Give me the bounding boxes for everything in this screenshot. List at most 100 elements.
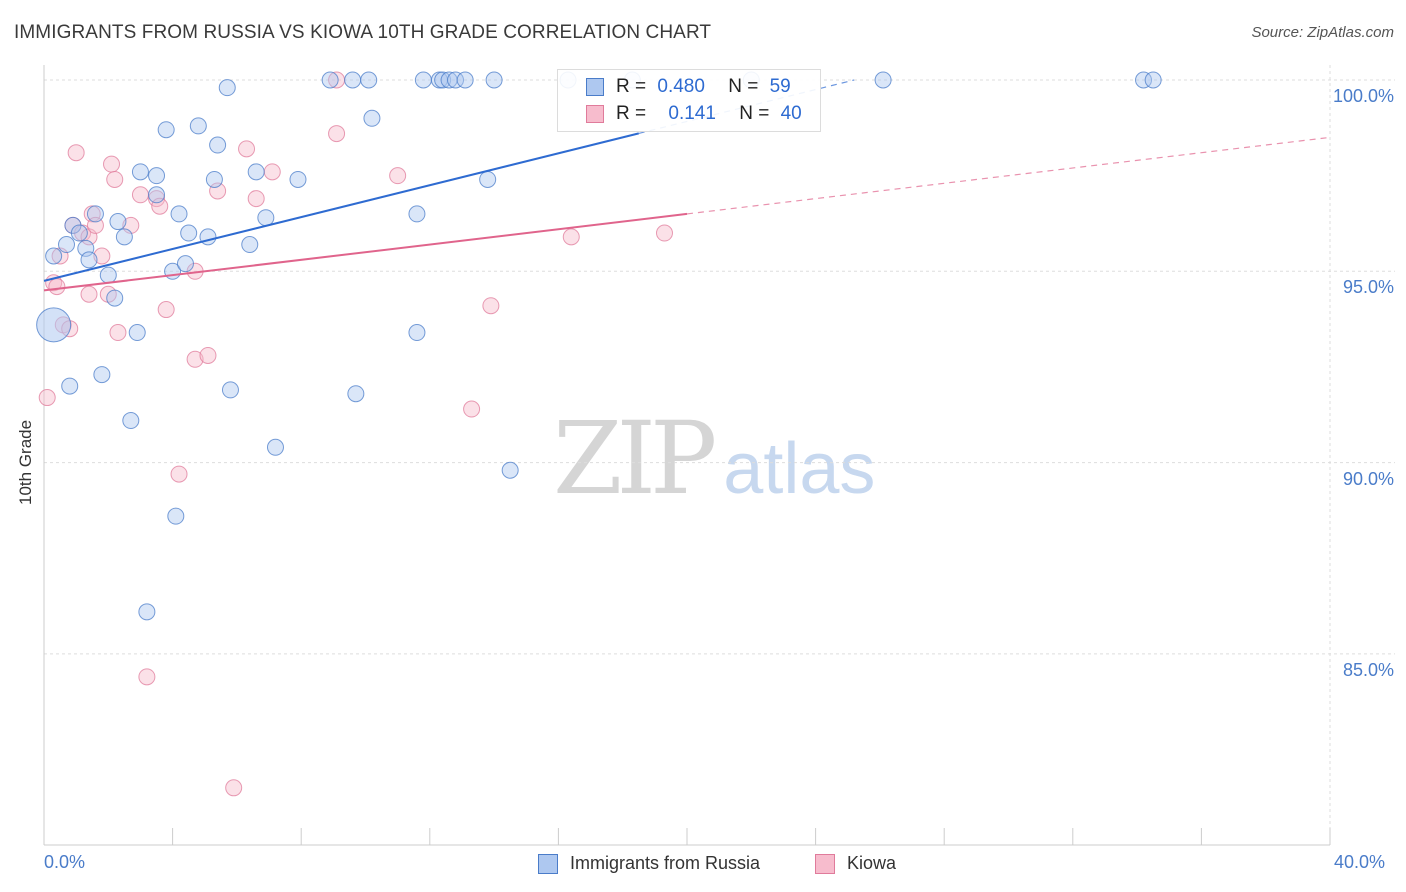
legend-n-value-russia: 59 bbox=[769, 76, 791, 97]
kiowa-point bbox=[93, 247, 111, 265]
russia-point bbox=[501, 461, 519, 479]
russia-point bbox=[408, 324, 426, 342]
x-tick-max: 40.0% bbox=[1334, 852, 1386, 872]
russia-point bbox=[408, 205, 426, 223]
kiowa-point bbox=[186, 350, 204, 368]
y-tick-label: 90.0% bbox=[1342, 468, 1394, 489]
kiowa-trend-extension bbox=[686, 136, 1331, 215]
russia-point bbox=[209, 136, 227, 154]
kiowa-point bbox=[138, 668, 156, 686]
russia-point bbox=[363, 109, 381, 127]
russia-point bbox=[109, 213, 127, 231]
russia-point bbox=[485, 71, 503, 89]
russia-point bbox=[167, 507, 185, 525]
russia-point bbox=[80, 251, 98, 269]
russia-point bbox=[157, 121, 175, 139]
kiowa-point bbox=[225, 779, 243, 797]
legend-r-label: R = bbox=[616, 76, 647, 97]
kiowa-point bbox=[170, 465, 188, 483]
kiowa-point bbox=[482, 297, 500, 315]
russia-point bbox=[106, 289, 124, 307]
kiowa-point bbox=[655, 224, 673, 242]
russia-point bbox=[61, 377, 79, 395]
legend-swatch-russia bbox=[586, 78, 604, 96]
russia-point bbox=[221, 381, 239, 399]
russia-point bbox=[874, 71, 892, 89]
kiowa-point bbox=[109, 324, 127, 342]
kiowa-point bbox=[48, 278, 66, 296]
russia-point bbox=[1144, 71, 1162, 89]
y-tick-label: 95.0% bbox=[1342, 277, 1394, 298]
russia-point bbox=[289, 170, 307, 188]
russia-point bbox=[180, 224, 198, 242]
russia-point bbox=[170, 205, 188, 223]
russia-point bbox=[58, 236, 76, 254]
russia-point bbox=[122, 412, 140, 430]
russia-point bbox=[347, 385, 365, 403]
russia-point bbox=[1135, 71, 1153, 89]
russia-point bbox=[218, 79, 236, 97]
russia-point bbox=[479, 170, 497, 188]
russia-point bbox=[434, 71, 452, 89]
russia-trend-line bbox=[43, 132, 640, 282]
kiowa-point bbox=[389, 167, 407, 185]
russia-point bbox=[45, 247, 63, 265]
russia-point bbox=[266, 438, 284, 456]
kiowa-point bbox=[131, 186, 149, 204]
kiowa-point bbox=[463, 400, 481, 418]
kiowa-point bbox=[247, 190, 265, 208]
russia-point bbox=[36, 307, 72, 343]
kiowa-point bbox=[157, 301, 175, 319]
correlation-legend: R = 0.480 N = 59 R = 0.141 N = 40 bbox=[557, 69, 821, 132]
russia-point bbox=[344, 71, 362, 89]
kiowa-point bbox=[562, 228, 580, 246]
russia-point bbox=[257, 209, 275, 227]
bottom-legend-label-russia: Immigrants from Russia bbox=[570, 853, 761, 873]
russia-point bbox=[138, 603, 156, 621]
russia-point bbox=[321, 71, 339, 89]
kiowa-trend-line bbox=[43, 212, 688, 292]
russia-point bbox=[131, 163, 149, 181]
kiowa-point bbox=[106, 170, 124, 188]
kiowa-point bbox=[38, 389, 56, 407]
russia-point bbox=[247, 163, 265, 181]
russia-point bbox=[241, 236, 259, 254]
kiowa-point bbox=[80, 285, 98, 303]
kiowa-point bbox=[103, 155, 121, 173]
bottom-legend-swatch-kiowa bbox=[815, 854, 835, 874]
kiowa-point bbox=[67, 144, 85, 162]
russia-point bbox=[86, 205, 104, 223]
source-label: Source: ZipAtlas.com bbox=[1251, 24, 1394, 41]
legend-n-label: N = bbox=[728, 76, 759, 97]
legend-n-label: N = bbox=[739, 103, 770, 124]
kiowa-point bbox=[328, 125, 346, 143]
russia-point bbox=[128, 324, 146, 342]
bottom-legend-label-kiowa: Kiowa bbox=[847, 853, 897, 873]
legend-r-value-russia: 0.480 bbox=[657, 76, 705, 97]
russia-point bbox=[189, 117, 207, 135]
kiowa-point bbox=[199, 346, 217, 364]
bottom-legend-swatch-russia bbox=[538, 854, 558, 874]
russia-point bbox=[414, 71, 432, 89]
legend-r-value-kiowa: 0.141 bbox=[668, 103, 716, 124]
russia-point bbox=[456, 71, 474, 89]
x-tick-min: 0.0% bbox=[44, 852, 86, 872]
russia-point bbox=[115, 228, 133, 246]
russia-point bbox=[99, 266, 117, 284]
y-tick-label: 100.0% bbox=[1332, 86, 1394, 106]
legend-swatch-kiowa bbox=[586, 105, 604, 123]
legend-r-label: R = bbox=[616, 103, 647, 124]
russia-point bbox=[70, 224, 88, 242]
russia-point bbox=[360, 71, 378, 89]
russia-point bbox=[205, 170, 223, 188]
legend-n-value-kiowa: 40 bbox=[780, 103, 802, 124]
russia-point bbox=[148, 186, 166, 204]
kiowa-point bbox=[263, 163, 281, 181]
y-tick-label: 85.0% bbox=[1342, 659, 1394, 680]
russia-point bbox=[176, 255, 194, 273]
russia-point bbox=[447, 71, 465, 89]
kiowa-point bbox=[238, 140, 256, 158]
chart-title: IMMIGRANTS FROM RUSSIA VS KIOWA 10TH GRA… bbox=[14, 22, 712, 43]
russia-point bbox=[93, 366, 111, 384]
